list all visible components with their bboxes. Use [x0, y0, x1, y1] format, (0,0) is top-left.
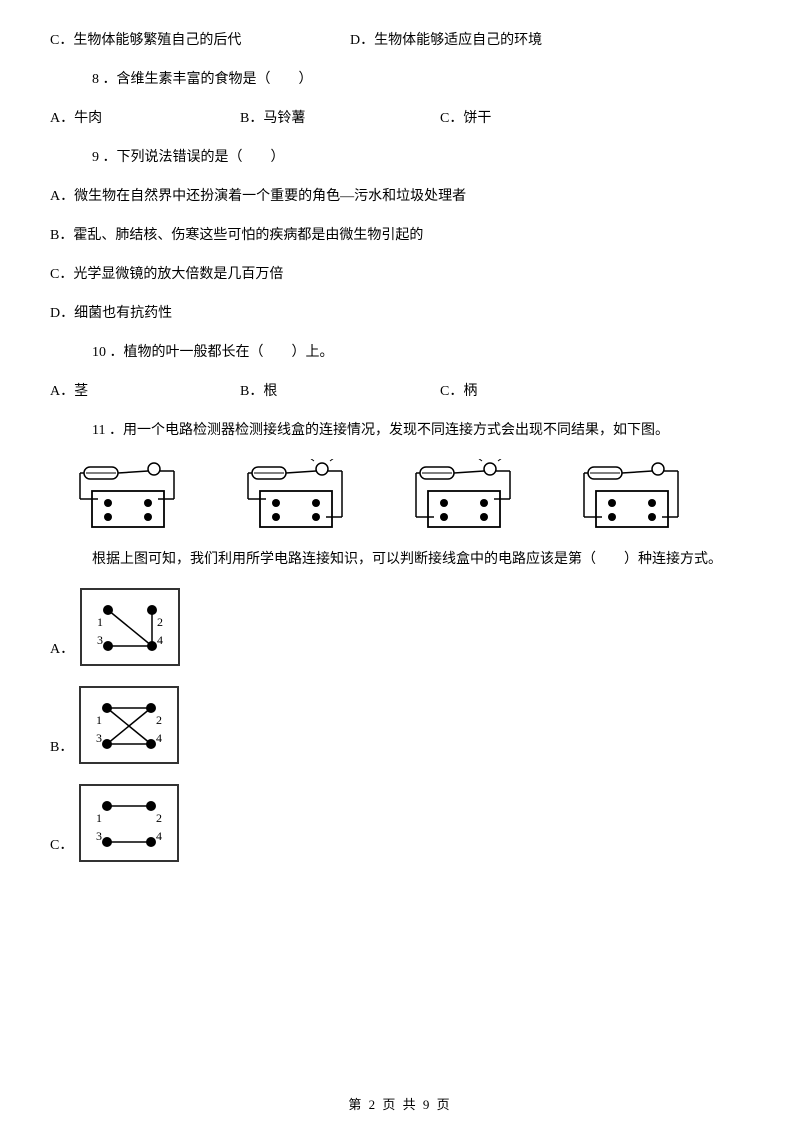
q11-option-b-label: B． — [50, 737, 73, 764]
q11-option-a-label: A． — [50, 639, 74, 666]
q8-options: A．牛肉 B．马铃薯 C．饼干 — [50, 108, 750, 129]
q10-options: A．茎 B．根 C．柄 — [50, 381, 750, 402]
circuit-diagram-1 — [74, 459, 194, 531]
q9-option-a: A．微生物在自然界中还扮演着一个重要的角色—污水和垃圾处理者 — [50, 186, 750, 207]
q8-option-a: A．牛肉 — [50, 108, 240, 129]
q8-option-c: C．饼干 — [440, 108, 491, 129]
circuit-diagram-2 — [242, 459, 362, 531]
svg-text:4: 4 — [156, 731, 162, 745]
svg-text:2: 2 — [156, 811, 162, 825]
svg-text:4: 4 — [156, 829, 162, 843]
q11-option-a-diagram: 1 2 3 4 — [80, 588, 180, 666]
svg-text:3: 3 — [96, 731, 102, 745]
q7-option-d: D．生物体能够适应自己的环境 — [350, 30, 542, 51]
q7-options-cd: C．生物体能够繁殖自己的后代 D．生物体能够适应自己的环境 — [50, 30, 750, 51]
circuit-diagram-4 — [578, 459, 698, 531]
q9-option-d: D．细菌也有抗药性 — [50, 303, 750, 324]
q7-option-c: C．生物体能够繁殖自己的后代 — [50, 30, 350, 51]
svg-text:4: 4 — [157, 633, 163, 647]
q11-answer-options: A． 1 2 3 4 B． 1 2 3 4 — [50, 588, 750, 862]
svg-text:3: 3 — [96, 829, 102, 843]
q9-option-b: B．霍乱、肺结核、伤寒这些可怕的疾病都是由微生物引起的 — [50, 225, 750, 246]
q11-option-c-label: C． — [50, 835, 73, 862]
q11-option-a-row: A． 1 2 3 4 — [50, 588, 750, 666]
q11-option-c-diagram: 1 2 3 4 — [79, 784, 179, 862]
circuit-diagrams-row — [74, 459, 750, 531]
svg-text:3: 3 — [97, 633, 103, 647]
q10-option-b: B．根 — [240, 381, 440, 402]
q11-option-b-row: B． 1 2 3 4 — [50, 686, 750, 764]
q10-stem: 10 ．植物的叶一般都长在（ ）上。 — [50, 342, 750, 363]
q10-option-c: C．柄 — [440, 381, 477, 402]
svg-text:2: 2 — [156, 713, 162, 727]
q9-stem: 9 ．下列说法错误的是（ ） — [50, 147, 750, 168]
q11-stem: 11 ．用一个电路检测器检测接线盒的连接情况，发现不同连接方式会出现不同结果，如… — [50, 420, 750, 441]
q8-stem: 8 ．含维生素丰富的食物是（ ） — [50, 69, 750, 90]
q11-option-b-diagram: 1 2 3 4 — [79, 686, 179, 764]
svg-text:1: 1 — [96, 811, 102, 825]
q11-followup: 根据上图可知，我们利用所学电路连接知识，可以判断接线盒中的电路应该是第（ ）种连… — [50, 549, 750, 570]
page-footer: 第 2 页 共 9 页 — [0, 1095, 800, 1115]
q10-option-a: A．茎 — [50, 381, 240, 402]
svg-text:1: 1 — [97, 615, 103, 629]
svg-text:2: 2 — [157, 615, 163, 629]
q9-option-c: C．光学显微镜的放大倍数是几百万倍 — [50, 264, 750, 285]
q8-option-b: B．马铃薯 — [240, 108, 440, 129]
circuit-diagram-3 — [410, 459, 530, 531]
svg-text:1: 1 — [96, 713, 102, 727]
q11-option-c-row: C． 1 2 3 4 — [50, 784, 750, 862]
